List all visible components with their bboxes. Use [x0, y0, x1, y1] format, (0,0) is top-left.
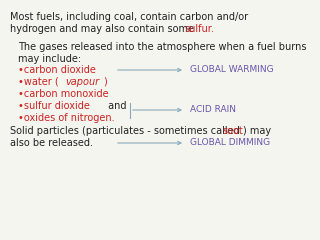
Text: •oxides of nitrogen.: •oxides of nitrogen.	[18, 113, 115, 123]
Text: and: and	[105, 101, 126, 111]
Text: vapour: vapour	[65, 77, 99, 87]
Text: ) may: ) may	[243, 126, 271, 136]
Text: •carbon dioxide: •carbon dioxide	[18, 65, 96, 75]
Text: •sulfur dioxide: •sulfur dioxide	[18, 101, 90, 111]
Text: soot: soot	[222, 126, 243, 136]
Text: hydrogen and may also contain some: hydrogen and may also contain some	[10, 24, 197, 34]
Text: •water (: •water (	[18, 77, 59, 87]
Text: •carbon monoxide: •carbon monoxide	[18, 89, 108, 99]
Text: Most fuels, including coal, contain carbon and/or: Most fuels, including coal, contain carb…	[10, 12, 248, 22]
Text: ): )	[103, 77, 107, 87]
Text: ACID RAIN: ACID RAIN	[190, 105, 236, 114]
Text: sulfur.: sulfur.	[184, 24, 214, 34]
Text: may include:: may include:	[18, 54, 81, 64]
Text: The gases released into the atmosphere when a fuel burns: The gases released into the atmosphere w…	[18, 42, 307, 52]
Text: GLOBAL DIMMING: GLOBAL DIMMING	[190, 138, 270, 147]
Text: also be released.: also be released.	[10, 138, 93, 148]
Text: Solid particles (particulates - sometimes called: Solid particles (particulates - sometime…	[10, 126, 243, 136]
Text: GLOBAL WARMING: GLOBAL WARMING	[190, 65, 274, 74]
